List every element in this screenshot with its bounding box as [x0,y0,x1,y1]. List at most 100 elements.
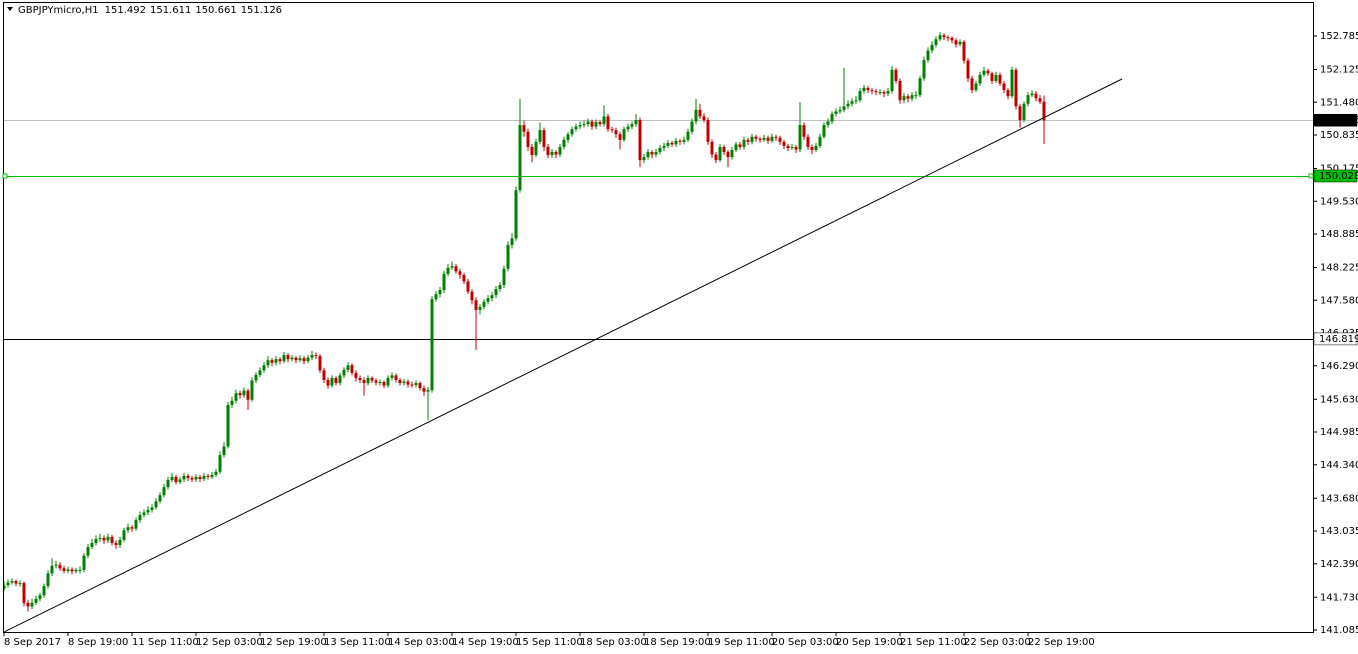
candle-body [102,537,106,541]
candle-body [70,569,74,572]
candle-body [370,377,374,381]
price-label: 146.819 [1319,334,1358,345]
candle-body [946,37,950,39]
candle-body [134,520,138,529]
candle-body [258,370,262,375]
y-tick-label: 151.480 [1320,97,1358,108]
candle-body [290,357,294,360]
high-price: 151.611 [150,5,191,16]
candle-body [254,374,258,381]
candle-body [550,152,554,156]
candle-body [654,152,658,155]
candle-body [62,568,66,571]
candle-body [802,125,806,137]
symbol-menu-icon[interactable] [7,7,13,11]
candle-body [554,152,558,155]
y-tick-label: 148.885 [1320,229,1358,240]
candle-body [294,357,298,361]
candle-body [190,477,194,480]
candle-body [318,356,322,371]
candle-body [810,146,814,150]
candle-body [106,536,110,541]
candle-body [710,141,714,155]
candle-body [310,355,314,358]
candle-body [326,379,330,386]
candle-body [390,375,394,378]
candle-body [202,475,206,479]
candle-body [1030,93,1034,96]
candle-body [886,91,890,94]
candle-body [990,73,994,81]
candle-body [230,400,234,405]
candle-body [842,106,846,110]
candle-body [850,101,854,104]
chart-header: GBPJPYmicro,H1 151.492 151.611 150.661 151.1… [18,5,282,16]
candle-body [50,565,54,574]
symbol-title: GBPJPYmicro,H1 [18,5,99,16]
candle-body [466,281,470,292]
y-tick-label: 141.085 [1320,625,1358,636]
candle-body [338,375,342,384]
candle-body [758,138,762,140]
candle-body [278,359,282,362]
candle-body [522,125,526,132]
candle-body [1034,93,1038,99]
candle-body [606,116,610,130]
candle-body [954,40,958,45]
candle-body [806,136,810,147]
candle-body [366,377,370,384]
candle-body [334,377,338,384]
candle-body [798,125,802,150]
candle-body [470,291,474,301]
y-tick-label: 146.290 [1320,361,1358,372]
candle-body [1014,69,1018,107]
x-tick-label: 20 Sep 19:00 [836,637,903,648]
line-handle [1308,173,1314,179]
price-label: 150.028 [1319,171,1358,182]
candle-body [286,355,290,360]
candle-body [438,290,442,295]
candle-body [662,145,666,148]
candle-body [142,512,146,516]
candle-body [754,136,758,139]
candle-body [450,266,454,268]
open-price: 151.492 [105,5,146,16]
price-label: 151.126 [1319,115,1358,126]
candle-body [682,139,686,142]
candle-body [766,137,770,141]
candle-body [194,476,198,480]
candle-body [178,479,182,483]
candle-body [534,141,538,156]
plot-area [4,32,1313,632]
candle-body [434,294,438,300]
y-tick-label: 143.680 [1320,493,1358,504]
candle-body [1002,83,1006,91]
candle-body [962,41,966,61]
candle-body [150,507,154,510]
candle-body [1026,95,1030,104]
candle-body [830,113,834,122]
candle-body [242,390,246,396]
candle-body [530,146,534,156]
candle-body [38,595,42,599]
candle-body [246,390,250,400]
candle-body [774,136,778,138]
candle-body [118,539,122,545]
candle-body [158,495,162,502]
candle-body [4,585,6,589]
candle-body [778,137,782,142]
candle-body [838,109,842,112]
candle-body [870,90,874,92]
candle-body [214,471,218,475]
candle-body [382,382,386,386]
candle-body [270,360,274,363]
candle-body [750,136,754,142]
candle-body [938,35,942,40]
candle-body [686,131,690,140]
low-price: 150.661 [195,5,236,16]
candle-body [970,78,974,91]
candle-body [814,145,818,150]
y-tick-label: 150.175 [1320,164,1358,175]
candle-body [630,124,634,127]
candle-body [562,139,566,147]
